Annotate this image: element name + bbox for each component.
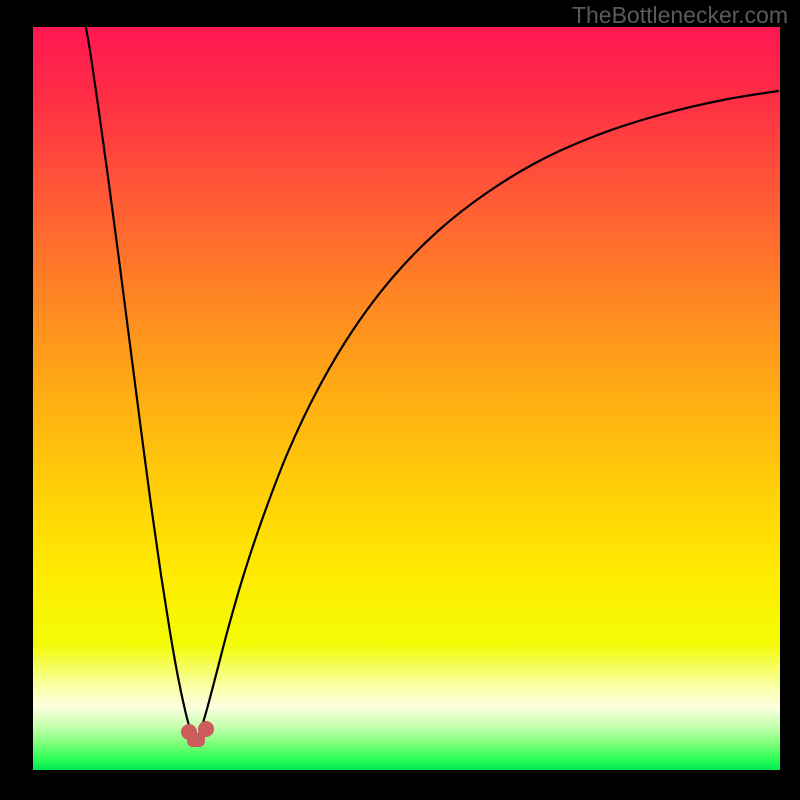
curve-layer [33, 27, 780, 770]
marker-valley-bottom [187, 733, 205, 747]
plot-area [33, 27, 780, 770]
watermark-text: TheBottlenecker.com [572, 2, 788, 29]
valley-markers [181, 721, 214, 747]
chart-frame: TheBottlenecker.com [0, 0, 800, 800]
bottleneck-curve [85, 27, 778, 740]
